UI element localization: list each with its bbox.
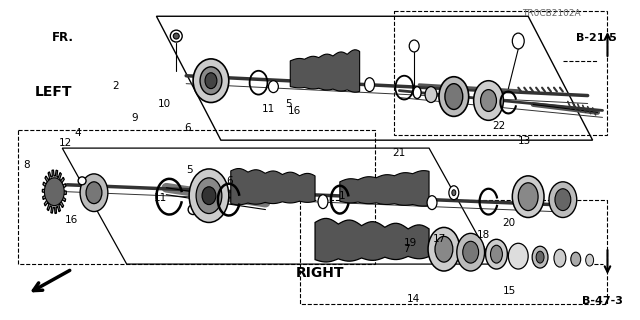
Ellipse shape [452, 190, 456, 196]
Ellipse shape [428, 228, 460, 271]
Text: 1: 1 [339, 191, 346, 202]
Text: 16: 16 [65, 215, 78, 225]
Ellipse shape [486, 239, 508, 269]
Ellipse shape [463, 241, 479, 263]
Ellipse shape [532, 246, 548, 268]
Ellipse shape [193, 59, 228, 102]
Text: 17: 17 [433, 234, 446, 244]
Ellipse shape [78, 177, 86, 185]
Text: 10: 10 [158, 99, 171, 109]
Ellipse shape [409, 40, 419, 52]
Ellipse shape [518, 183, 538, 211]
Text: 19: 19 [403, 238, 417, 248]
Text: TR0CB2102A: TR0CB2102A [522, 9, 581, 18]
Ellipse shape [318, 195, 328, 209]
Ellipse shape [205, 73, 217, 89]
Text: 20: 20 [502, 218, 516, 228]
Ellipse shape [173, 33, 179, 39]
Ellipse shape [549, 182, 577, 218]
Ellipse shape [512, 176, 544, 218]
Ellipse shape [413, 87, 421, 99]
Text: 11: 11 [261, 104, 275, 114]
Ellipse shape [188, 204, 198, 214]
Ellipse shape [457, 233, 484, 271]
Text: LEFT: LEFT [35, 85, 72, 99]
Text: 14: 14 [407, 294, 420, 304]
Ellipse shape [200, 67, 222, 95]
Text: B-21-5: B-21-5 [575, 33, 616, 43]
Ellipse shape [554, 249, 566, 267]
Text: 8: 8 [24, 160, 30, 170]
Ellipse shape [44, 178, 64, 206]
Ellipse shape [439, 77, 468, 116]
Text: 18: 18 [477, 229, 490, 240]
Text: 16: 16 [288, 106, 301, 116]
Ellipse shape [196, 178, 222, 213]
Polygon shape [291, 50, 360, 92]
Text: 9: 9 [131, 113, 138, 123]
Ellipse shape [481, 90, 497, 111]
Text: 11: 11 [154, 193, 167, 203]
Bar [300, 200, 607, 304]
Text: 6: 6 [227, 176, 233, 186]
Ellipse shape [80, 174, 108, 212]
Ellipse shape [449, 186, 459, 200]
Ellipse shape [170, 30, 182, 42]
Text: 7: 7 [404, 244, 410, 254]
Text: 13: 13 [518, 136, 531, 146]
Text: RIGHT: RIGHT [296, 266, 344, 280]
Text: 5: 5 [187, 164, 193, 174]
Ellipse shape [427, 196, 437, 210]
Text: 5: 5 [285, 100, 292, 109]
Polygon shape [340, 171, 429, 206]
Text: 6: 6 [185, 123, 191, 133]
Text: 22: 22 [492, 121, 506, 131]
Text: FR.: FR. [52, 31, 74, 44]
Polygon shape [42, 170, 67, 213]
Ellipse shape [571, 252, 580, 266]
Polygon shape [231, 169, 315, 205]
Bar [394, 11, 607, 135]
Ellipse shape [202, 187, 216, 204]
Ellipse shape [425, 87, 437, 102]
Ellipse shape [189, 169, 228, 222]
Ellipse shape [508, 243, 528, 269]
Ellipse shape [586, 254, 594, 266]
Ellipse shape [512, 33, 524, 49]
Ellipse shape [435, 236, 453, 262]
Text: 2: 2 [113, 81, 119, 92]
Ellipse shape [555, 189, 571, 211]
Ellipse shape [474, 81, 504, 120]
Bar [18, 130, 374, 264]
Ellipse shape [365, 78, 374, 92]
Ellipse shape [536, 251, 544, 263]
Text: 12: 12 [58, 138, 72, 148]
Text: 21: 21 [393, 148, 406, 158]
Polygon shape [315, 219, 429, 262]
Ellipse shape [268, 81, 278, 92]
Ellipse shape [445, 84, 463, 109]
Ellipse shape [86, 182, 102, 204]
Ellipse shape [490, 245, 502, 263]
Text: 15: 15 [502, 286, 516, 296]
Text: 4: 4 [74, 128, 81, 138]
Text: B-47-3: B-47-3 [582, 296, 623, 306]
